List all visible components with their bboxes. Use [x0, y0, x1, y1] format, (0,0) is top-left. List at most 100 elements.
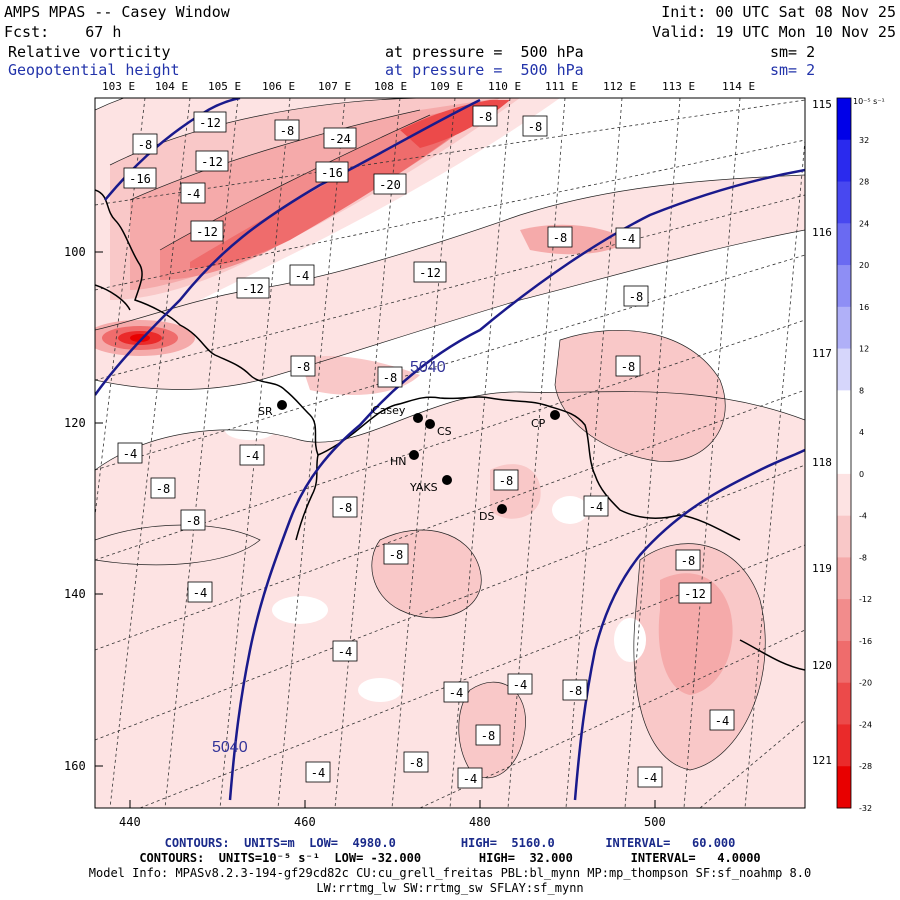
vorticity-label: -4	[449, 686, 463, 700]
station-label-cs: CS	[437, 425, 452, 438]
vorticity-label: -8	[568, 684, 582, 698]
station-label-ds: DS	[479, 510, 494, 523]
colorbar-tick-label: -20	[859, 679, 872, 688]
vorticity-label-box	[675, 549, 701, 571]
vorticity-label-box	[305, 761, 331, 783]
vorticity-label: -8	[553, 231, 567, 245]
graticule	[95, 98, 805, 808]
app-title: AMPS MPAS -- Casey Window	[4, 3, 230, 21]
colorbar-swatch	[837, 599, 851, 642]
station-marker	[442, 475, 452, 485]
vorticity-label-box	[547, 226, 573, 248]
station-marker	[425, 419, 435, 429]
vorticity-label: -4	[245, 449, 259, 463]
vorticity-label: -8	[629, 290, 643, 304]
colorbar-tick-label: 4	[859, 428, 864, 437]
lon-label: 108 E	[374, 80, 407, 93]
vorticity-label: -4	[463, 772, 477, 786]
vorticity-label: -8	[681, 554, 695, 568]
footer-model-info: Model Info: MPASv8.2.3-194-gf29cd82c CU:…	[88, 866, 812, 880]
vorticity-label-box	[150, 477, 176, 499]
colorbar-tick-label: -24	[859, 720, 872, 729]
field2-smoothing: sm= 2	[770, 61, 816, 79]
vorticity-label-box	[193, 111, 227, 133]
y-tick-label: 160	[64, 759, 86, 773]
lon-label: 106 E	[262, 80, 295, 93]
lon-label: 105 E	[208, 80, 241, 93]
colorbar-tick-label: -4	[859, 512, 867, 521]
x-axis: 440 460 480 500	[119, 800, 666, 829]
vorticity-label: -8	[481, 729, 495, 743]
station-marker	[277, 400, 287, 410]
y-tick-label: 100	[64, 245, 86, 259]
colorbar-swatch	[837, 432, 851, 475]
vorticity-label-box	[239, 444, 265, 466]
vorticity-label-box	[615, 227, 641, 249]
lon-label: 104 E	[155, 80, 188, 93]
vorticity-label-box	[323, 127, 357, 149]
colorbar-swatch	[837, 348, 851, 391]
field1-level: at pressure = 500 hPa	[385, 43, 584, 61]
vorticity-label: -20	[379, 178, 401, 192]
vorticity-label: -4	[295, 269, 309, 283]
vorticity-label-box	[290, 355, 316, 377]
y-axis: 100 120 140 160	[64, 245, 103, 773]
x-tick-label: 440	[119, 815, 141, 829]
colorbar-tick-label: -32	[859, 804, 872, 813]
vorticity-label: -4	[643, 771, 657, 785]
vorticity-label-box	[117, 442, 143, 464]
vorticity-label: -8	[280, 124, 294, 138]
colorbar-swatch	[837, 98, 851, 141]
height-contours	[95, 98, 805, 801]
x-tick-label: 500	[644, 815, 666, 829]
vorticity-label: -4	[123, 447, 137, 461]
colorbar-swatch	[837, 306, 851, 350]
valid-time: Valid: 19 UTC Mon 10 Nov 25	[652, 23, 896, 41]
vorticity-label: -8	[389, 548, 403, 562]
vorticity-label-box	[180, 182, 206, 204]
vorticity-label-box	[132, 133, 158, 155]
y-tick-label: 120	[64, 416, 86, 430]
x-tick-label: 480	[469, 815, 491, 829]
vorticity-label-box	[332, 640, 358, 662]
vorticity-label-box	[457, 767, 483, 789]
vorticity-label-layer: -12 -8 -8 -24 -8 -8 -12 -16 -16 -20 -4 -12 -4 -12 -8 -4…	[117, 105, 735, 789]
colorbar-swatch	[837, 682, 851, 725]
vorticity-label: -4	[513, 678, 527, 692]
station-label-yaks: YAKS	[409, 481, 438, 494]
station-label-casey: Casey	[372, 404, 406, 417]
station-marker	[409, 450, 419, 460]
vorticity-label: -8	[478, 110, 492, 124]
lon-label: 111 E	[545, 80, 578, 93]
field1-smoothing: sm= 2	[770, 43, 816, 61]
vorticity-label-box	[472, 105, 498, 127]
colorbar-swatch	[837, 181, 851, 224]
vorticity-label: -8	[186, 514, 200, 528]
vorticity-label-box	[383, 543, 409, 565]
vorticity-contours	[95, 98, 805, 779]
vorticity-label: -4	[589, 500, 603, 514]
lon-label: 107 E	[318, 80, 351, 93]
vorticity-label: -4	[193, 586, 207, 600]
lon-label: 113 E	[662, 80, 695, 93]
vorticity-label: -12	[196, 225, 218, 239]
vorticity-label: -4	[186, 187, 200, 201]
field1-name: Relative vorticity	[8, 43, 171, 61]
footer-vorticity-contours: CONTOURS: UNITS=10⁻⁵ s⁻¹ LOW= -32.000 HI…	[139, 851, 761, 865]
vorticity-label: -8	[338, 501, 352, 515]
vorticity-label-box	[522, 115, 548, 137]
station-label-cp: CP	[531, 417, 546, 430]
vorticity-label-box	[274, 119, 300, 141]
colorbar-tick-label: 24	[859, 219, 869, 228]
vorticity-label: -12	[684, 587, 706, 601]
colorbar-tick-label: -16	[859, 637, 872, 646]
lon-label: 112 E	[603, 80, 636, 93]
vorticity-label-box	[315, 161, 349, 183]
vorticity-label-box	[507, 673, 533, 695]
vorticity-label-box	[187, 581, 213, 603]
colorbar-swatch	[837, 223, 851, 266]
footer-model-info-2: LW:rrtmg_lw SW:rrtmg_sw SFLAY:sf_mynn	[316, 881, 584, 895]
x-tick-label: 460	[294, 815, 316, 829]
height-label: 5040	[410, 359, 446, 376]
vorticity-label-box	[377, 366, 403, 388]
